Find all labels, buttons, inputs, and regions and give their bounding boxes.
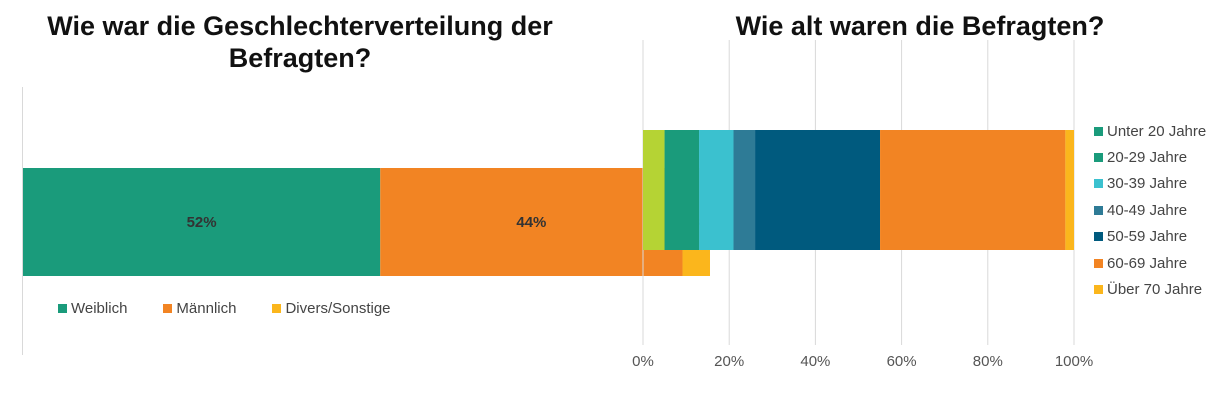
legend-swatch — [58, 304, 67, 313]
gender-chart-title: Wie war die Geschlechterverteilung der B… — [47, 11, 553, 73]
legend-label: Über 70 Jahre — [1107, 281, 1203, 299]
legend-label: 40-49 Jahre — [1107, 201, 1188, 219]
legend-label: 60-69 Jahre — [1107, 254, 1188, 272]
legend-swatch — [1094, 205, 1103, 215]
gender-chart-panel: Wie war die Geschlechterverteilung der B… — [0, 0, 710, 417]
legend-swatch — [1094, 232, 1103, 242]
legend-swatch — [272, 304, 282, 313]
age-x-tick-label: 100% — [1055, 353, 1093, 370]
legend-label: 20-29 Jahre — [1107, 149, 1188, 167]
legend-swatch — [1094, 285, 1103, 295]
legend-label: 50-59 Jahre — [1107, 228, 1188, 246]
gender-data-label: 52% — [187, 214, 217, 231]
legend-label: Unter 20 Jahre — [1107, 122, 1207, 140]
legend-label: Divers/Sonstige — [285, 300, 391, 317]
gender-bar-segment — [380, 168, 683, 276]
age-legend-item: Unter 20 Jahre — [1094, 118, 1206, 144]
gender-chart-legend: Weiblich Männlich Divers/Sonstige — [58, 300, 418, 317]
age-x-tick-label: 80% — [973, 353, 1003, 370]
legend-label: Männlich — [176, 300, 237, 317]
age-chart-panel: Wie alt waren die Befragten? 0% 20% 40% 60%… — [600, 0, 1220, 417]
gender-legend-item: Männlich — [163, 300, 236, 317]
legend-swatch — [163, 304, 173, 313]
gender-data-label: 44% — [516, 214, 546, 231]
age-chart-plot: 0% 20% 40% 60% 80% 100% — [632, 40, 1093, 370]
age-bar-segment — [755, 130, 881, 250]
legend-label: Weiblich — [71, 300, 128, 317]
age-bar-segment — [699, 130, 734, 250]
age-bar-segment — [664, 130, 700, 250]
age-bar-segment — [880, 130, 1066, 250]
legend-swatch — [1094, 153, 1103, 163]
age-x-tick-label: 0% — [632, 353, 654, 370]
age-legend-item: Über 70 Jahre — [1094, 276, 1206, 302]
gender-chart-plot: 52%44%4% — [22, 87, 710, 355]
age-legend-item: 40-49 Jahre — [1094, 197, 1206, 223]
legend-swatch — [1094, 179, 1103, 189]
age-chart-title: Wie alt waren die Befragten? — [735, 11, 1105, 41]
age-legend-item: 50-59 Jahre — [1094, 224, 1206, 250]
gender-legend-item: Weiblich — [58, 300, 127, 317]
age-bar-segment — [1065, 130, 1074, 250]
age-x-tick-label: 40% — [800, 353, 830, 370]
gender-legend-item: Divers/Sonstige — [272, 300, 391, 317]
age-chart-legend: Unter 20 Jahre 20-29 Jahre 30-39 Jahre 40-4… — [1094, 118, 1206, 303]
legend-swatch — [1094, 258, 1103, 268]
age-bar-segment — [643, 130, 665, 250]
age-x-tick-label: 60% — [887, 353, 917, 370]
age-x-tick-label: 20% — [714, 353, 744, 370]
gender-bar-segment — [23, 168, 381, 276]
age-bar-segment — [733, 130, 756, 250]
age-legend-item: 30-39 Jahre — [1094, 171, 1206, 197]
age-legend-item: 60-69 Jahre — [1094, 250, 1206, 276]
legend-label: 30-39 Jahre — [1107, 175, 1188, 193]
age-legend-item: 20-29 Jahre — [1094, 144, 1206, 170]
legend-swatch — [1094, 126, 1103, 136]
